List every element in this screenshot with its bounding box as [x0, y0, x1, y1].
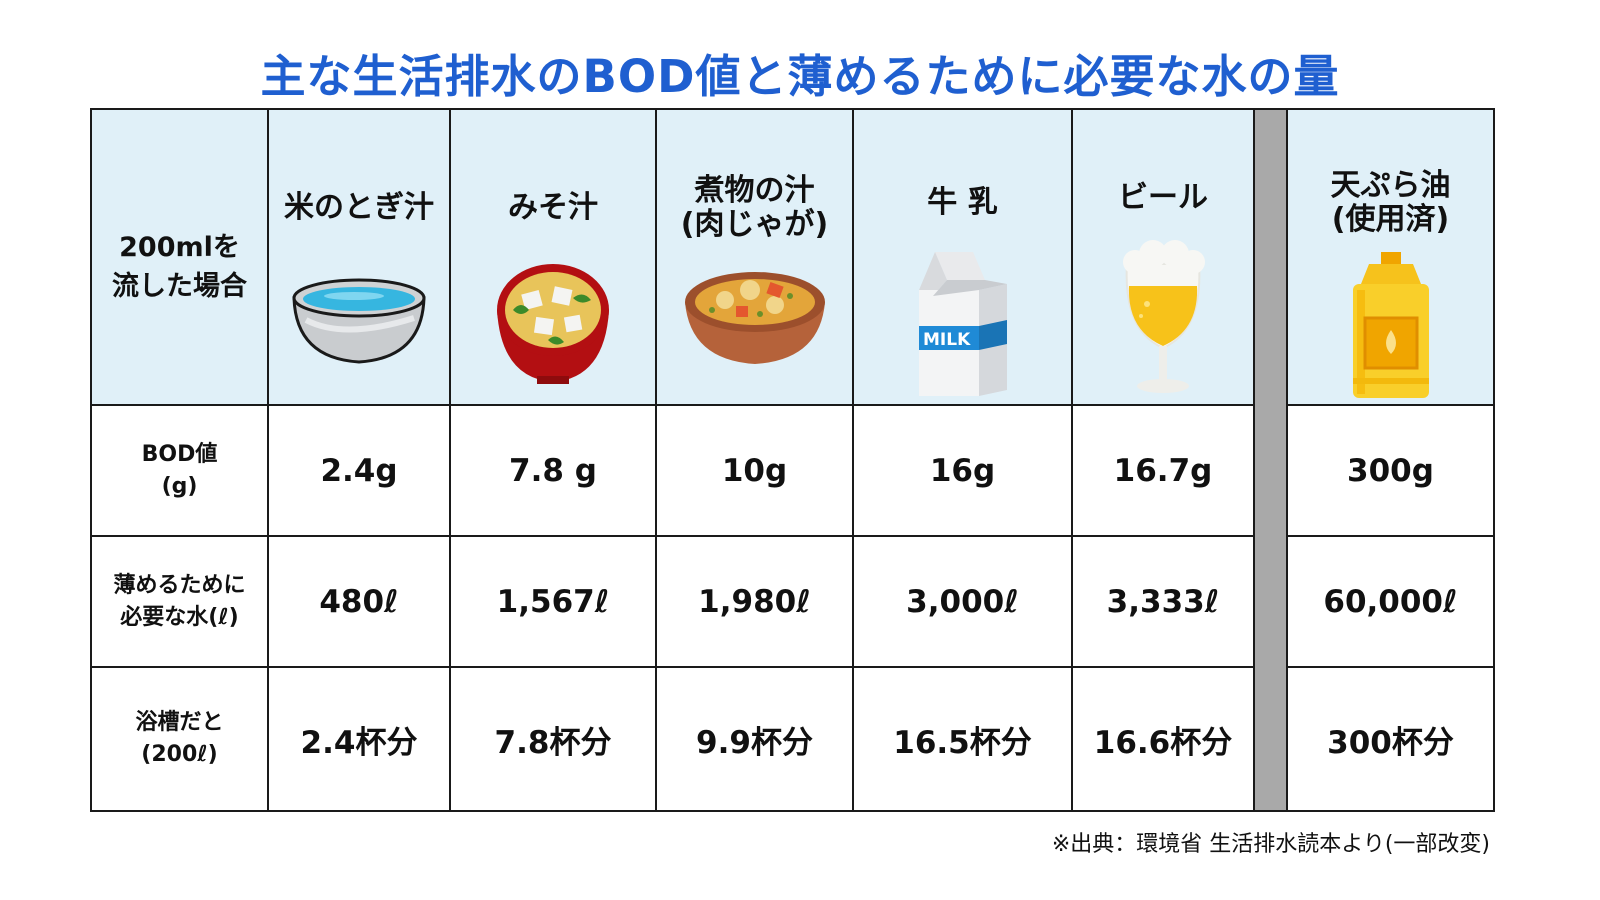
bod-value-tempura-oil: 300g [1286, 404, 1495, 537]
bod-value-nikujaga: 10g [655, 404, 854, 537]
column-header-rice-water: 米のとぎ汁 [267, 108, 451, 406]
bod-value-miso-soup: 7.8 g [449, 404, 657, 537]
nikujaga-bowl-icon [680, 260, 830, 374]
column-name: 煮物の汁 (肉じゃが) [680, 173, 829, 242]
oil-bottle-icon [1341, 250, 1441, 404]
column-name: みそ汁 [508, 190, 598, 226]
miso-soup-bowl-icon [493, 260, 613, 394]
water-value-miso-soup: 1,567ℓ [449, 535, 657, 668]
bathtub-value-rice-water: 2.4杯分 [267, 666, 451, 812]
column-header-miso-soup: みそ汁 [449, 108, 657, 406]
bathtub-value-tempura-oil: 300杯分 [1286, 666, 1495, 812]
column-header-milk: 牛 乳 MILK [852, 108, 1073, 406]
column-header-tempura-oil: 天ぷら油 (使用済) [1286, 108, 1495, 406]
beer-glass-icon [1113, 240, 1213, 404]
water-value-beer: 3,333ℓ [1071, 535, 1255, 668]
column-header-beer: ビール [1071, 108, 1255, 406]
column-name: 米のとぎ汁 [284, 190, 434, 226]
bod-value-milk: 16g [852, 404, 1073, 537]
rice-water-bowl-icon [284, 260, 434, 374]
column-name: 天ぷら油 (使用済) [1330, 168, 1451, 237]
milk-carton-label: MILK [923, 330, 971, 350]
water-value-tempura-oil: 60,000ℓ [1286, 535, 1495, 668]
bathtub-value-beer: 16.6杯分 [1071, 666, 1255, 812]
row-label-bathtub: 浴槽だと (200ℓ) [90, 666, 269, 812]
column-name: ビール [1118, 180, 1208, 216]
water-value-nikujaga: 1,980ℓ [655, 535, 854, 668]
bod-value-rice-water: 2.4g [267, 404, 451, 537]
column-name: 牛 乳 [927, 185, 998, 221]
corner-header: 200mlを 流した場合 [90, 108, 269, 406]
bathtub-value-nikujaga: 9.9杯分 [655, 666, 854, 812]
column-separator [1253, 108, 1288, 812]
source-note: ※出典：環境省 生活排水読本より(一部改変) [1051, 832, 1490, 857]
corner-label-line1: 200mlを [119, 231, 240, 263]
page-title: 主な生活排水のBOD値と薄めるために必要な水の量 [260, 50, 1340, 103]
column-header-nikujaga: 煮物の汁 (肉じゃが) [655, 108, 854, 406]
row-label-water-needed: 薄めるために 必要な水(ℓ) [90, 535, 269, 668]
bathtub-value-miso-soup: 7.8杯分 [449, 666, 657, 812]
bathtub-value-milk: 16.5杯分 [852, 666, 1073, 812]
row-label-bod: BOD値 (g) [90, 404, 269, 537]
water-value-rice-water: 480ℓ [267, 535, 451, 668]
corner-label-line2: 流した場合 [112, 271, 247, 302]
water-value-milk: 3,000ℓ [852, 535, 1073, 668]
milk-carton-icon: MILK [913, 250, 1013, 404]
bod-value-beer: 16.7g [1071, 404, 1255, 537]
